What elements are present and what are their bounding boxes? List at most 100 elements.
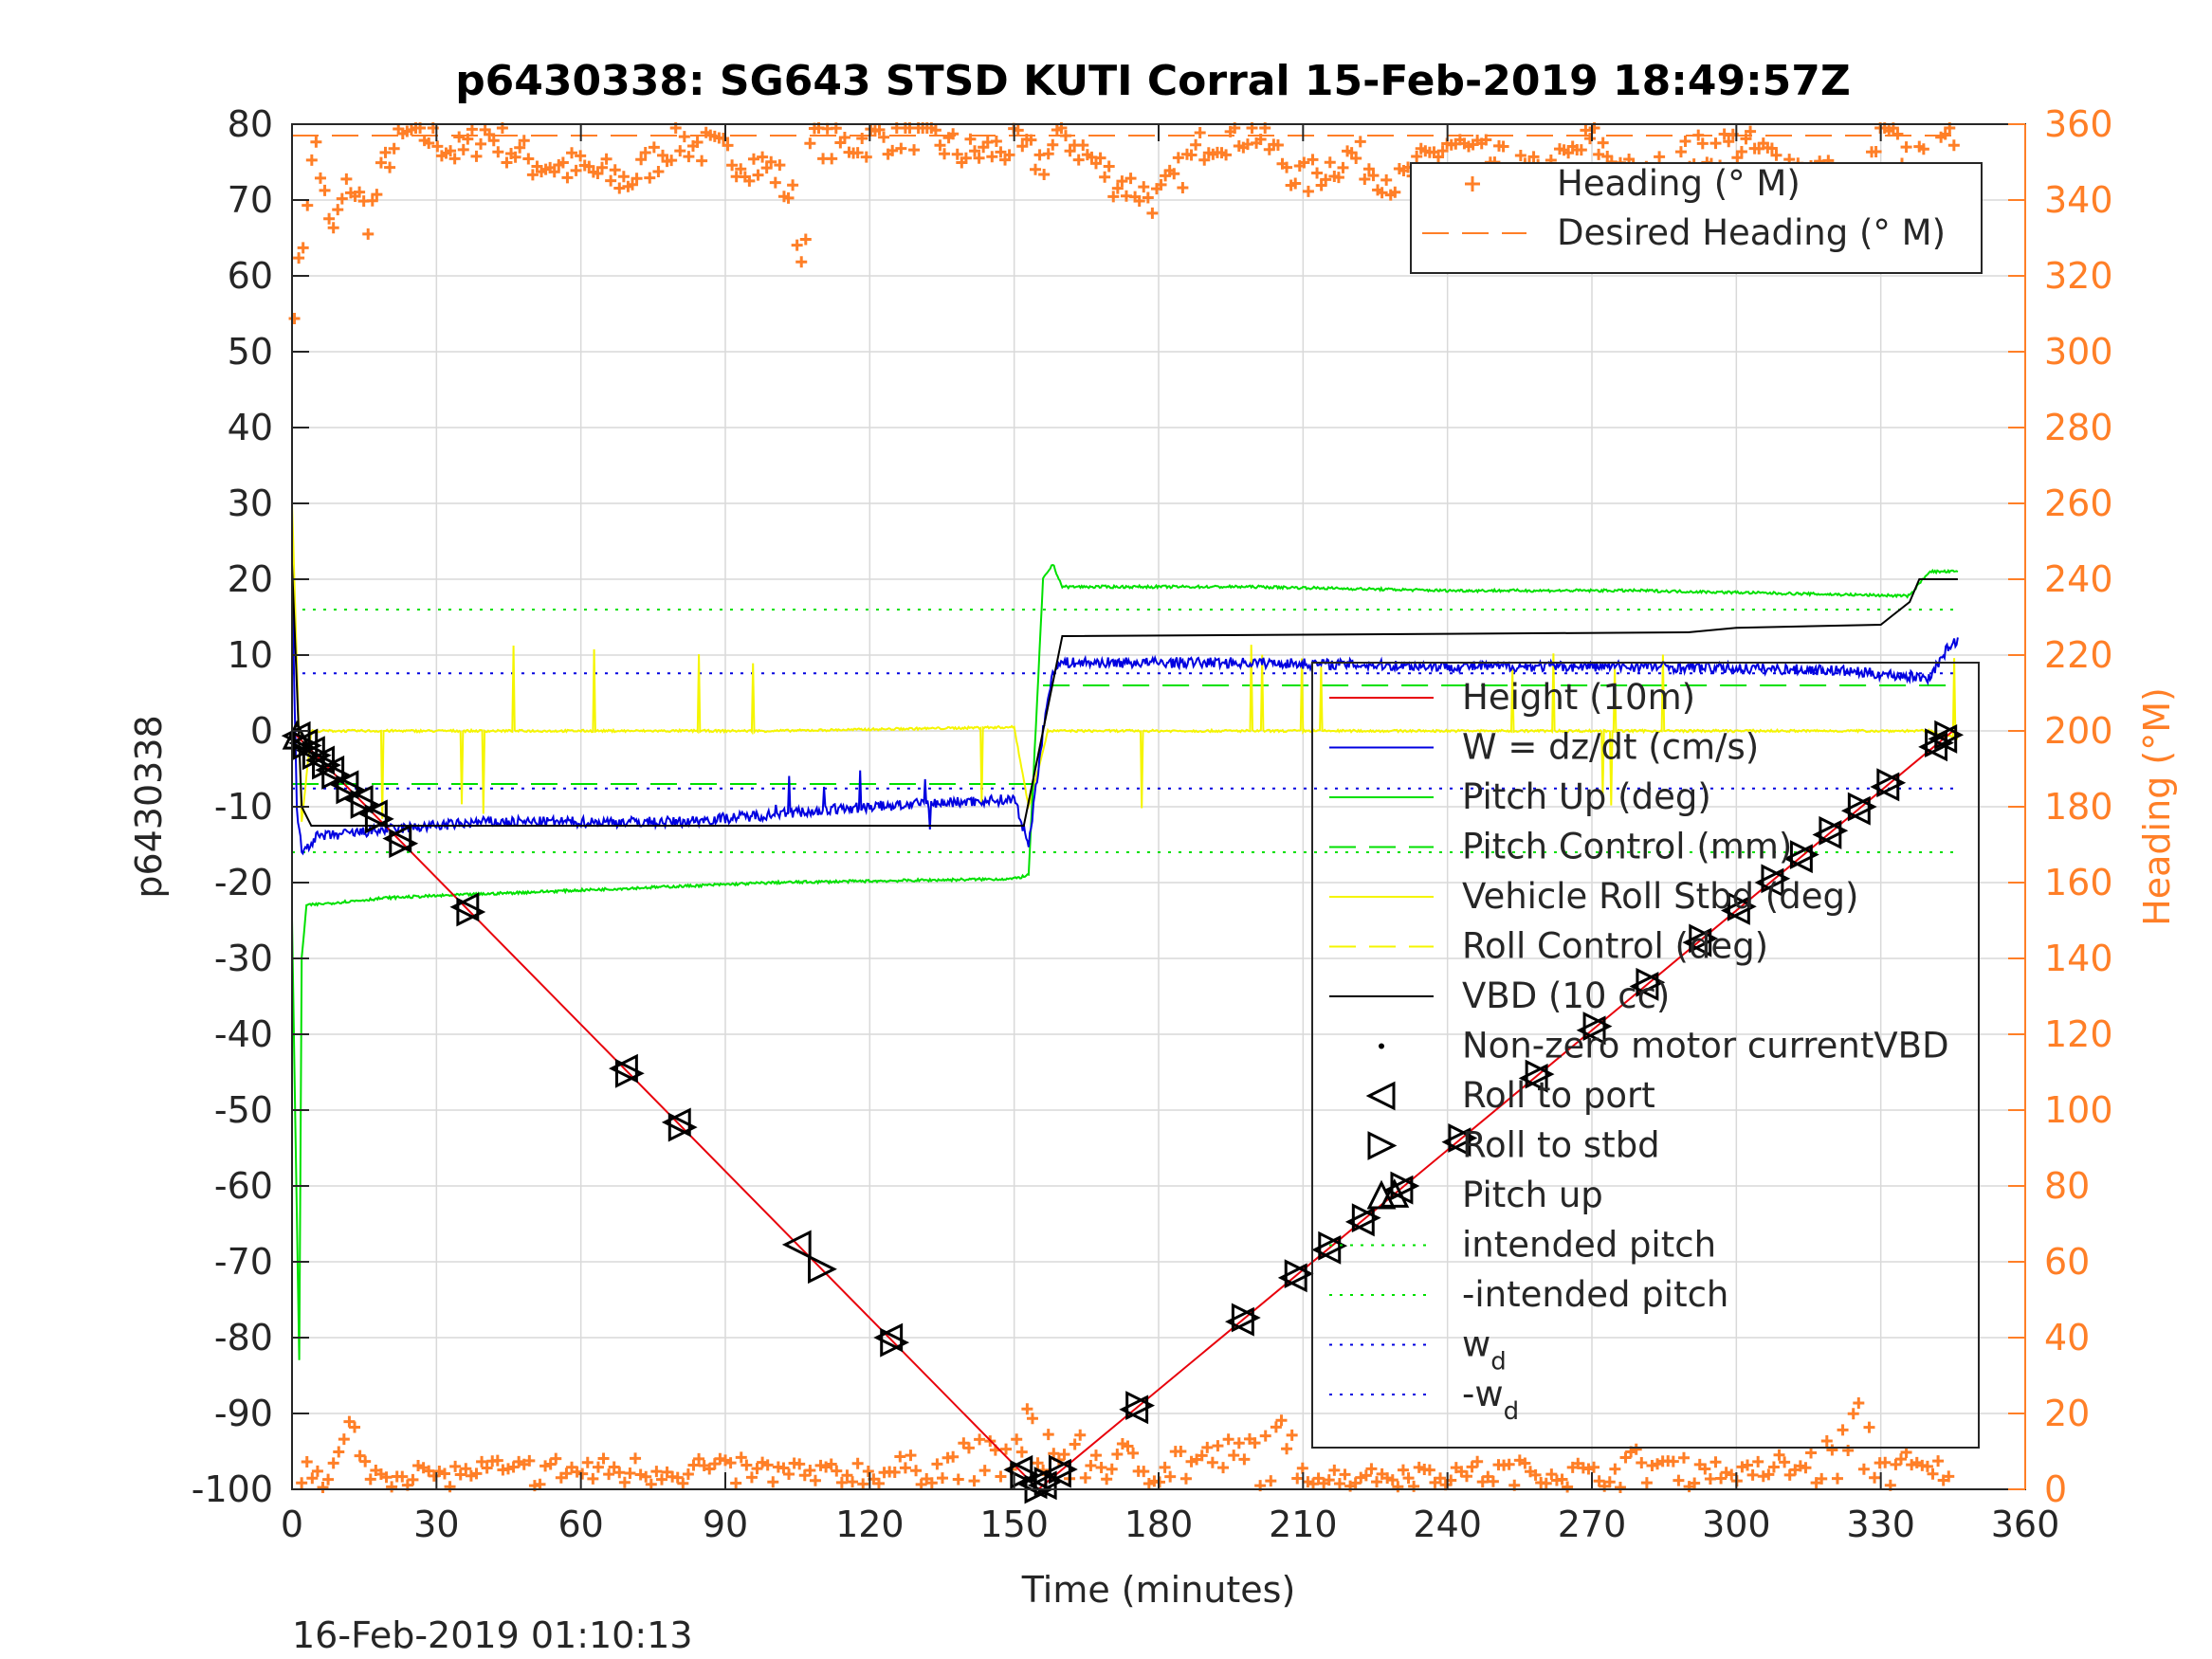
- y-tick-label: -90: [214, 1393, 273, 1434]
- roll-stbd-marker: [1010, 1460, 1040, 1489]
- heading-point: [1030, 163, 1042, 175]
- heading-point: [1736, 1461, 1748, 1473]
- heading-point: [1127, 1447, 1140, 1459]
- y-tick-label: 30: [228, 483, 273, 524]
- legend-marker: [1379, 1043, 1384, 1049]
- heading-point: [1742, 1459, 1754, 1471]
- y-tick-label: 80: [228, 103, 273, 145]
- roll-port-marker: [609, 1053, 638, 1084]
- heading-point: [986, 151, 998, 163]
- legend-heading-box: [1410, 162, 1983, 274]
- heading-point: [624, 1468, 636, 1480]
- heading-point: [1562, 1481, 1574, 1493]
- legend-label: VBD (10 cc): [1462, 975, 1670, 1016]
- heading-point: [1058, 1449, 1070, 1461]
- heading-point: [1842, 1445, 1855, 1457]
- roll-stbd-marker: [1318, 1231, 1348, 1261]
- heading-point: [648, 141, 660, 154]
- heading-point: [1800, 1462, 1812, 1474]
- roll-port-marker: [295, 736, 325, 766]
- heading-point: [1435, 1472, 1447, 1485]
- heading-point: [1042, 148, 1054, 160]
- y-tick-label: -40: [214, 1013, 273, 1055]
- heading-point: [1228, 1449, 1240, 1462]
- roll-stbd-marker: [1048, 1454, 1078, 1485]
- roll-stbd-marker: [1125, 1391, 1156, 1421]
- y2-tick-label: 220: [2044, 634, 2113, 676]
- heading-point: [1597, 137, 1609, 149]
- heading-point: [592, 168, 604, 180]
- heading-point: [726, 159, 739, 172]
- heading-point: [1820, 1434, 1833, 1447]
- y2-tick-label: 0: [2044, 1468, 2067, 1510]
- heading-point: [677, 1477, 689, 1489]
- heading-point: [1220, 149, 1233, 161]
- heading-point: [453, 131, 466, 143]
- heading-point: [1307, 1478, 1319, 1490]
- heading-point: [1773, 1449, 1785, 1461]
- roll-stbd-marker: [302, 740, 332, 771]
- y-tick-label: -20: [214, 862, 273, 903]
- heading-point: [1116, 1438, 1128, 1450]
- heading-point: [757, 151, 769, 163]
- heading-point: [1745, 125, 1757, 137]
- heading-point: [795, 256, 808, 268]
- heading-point: [635, 154, 648, 166]
- y2-tick-label: 260: [2044, 483, 2113, 524]
- data-series: [291, 503, 1959, 1491]
- heading-point: [1311, 167, 1324, 179]
- heading-point: [379, 146, 392, 158]
- x-tick-label: 270: [1558, 1504, 1627, 1545]
- heading-point: [899, 1462, 911, 1474]
- heading-point: [1354, 136, 1366, 148]
- heading-point: [1556, 1473, 1568, 1486]
- heading-point: [1767, 1461, 1780, 1473]
- heading-point: [639, 146, 651, 158]
- heading-point: [1514, 150, 1526, 162]
- x-tick-label: 360: [1991, 1504, 2060, 1545]
- x-tick-label: 120: [835, 1504, 905, 1545]
- legend-main-box: [1311, 662, 1980, 1449]
- heading-point: [1593, 148, 1605, 160]
- heading-point: [1863, 1421, 1875, 1433]
- y-tick-label: 0: [250, 710, 273, 752]
- heading-point: [1588, 1461, 1600, 1473]
- heading-point: [1380, 173, 1393, 186]
- heading-point: [1487, 1475, 1499, 1487]
- heading-point: [1233, 1437, 1245, 1449]
- heading-point: [380, 1471, 393, 1484]
- y-tick-label: 70: [228, 179, 273, 221]
- heading-point: [465, 1469, 477, 1482]
- heading-point: [814, 1459, 827, 1471]
- heading-point: [1047, 138, 1059, 151]
- y2-tick-label: 340: [2044, 179, 2113, 221]
- heading-point: [969, 145, 981, 157]
- heading-point: [1575, 144, 1587, 156]
- heading-point: [761, 1459, 774, 1471]
- legend-label: Height (10m): [1462, 677, 1695, 718]
- heading-point: [1320, 173, 1332, 186]
- heading-point: [735, 163, 747, 175]
- roll-port-marker: [329, 770, 359, 800]
- heading-point: [1677, 1451, 1690, 1464]
- y2-tick-label: 280: [2044, 407, 2113, 448]
- heading-point: [640, 1470, 652, 1483]
- heading-point: [1349, 1477, 1362, 1489]
- heading-point: [1315, 179, 1327, 191]
- legend-label: -intended pitch: [1462, 1274, 1728, 1315]
- heading-point: [655, 1473, 667, 1486]
- heading-point: [617, 171, 630, 183]
- heading-point: [1783, 1468, 1796, 1481]
- heading-point: [937, 1472, 949, 1485]
- heading-point: [1497, 140, 1509, 153]
- heading-point: [1291, 1472, 1304, 1485]
- heading-point: [605, 174, 617, 187]
- heading-point: [895, 142, 907, 155]
- heading-point: [644, 172, 656, 184]
- heading-point: [878, 131, 890, 143]
- heading-point: [968, 1475, 980, 1487]
- roll-stbd-marker: [1876, 768, 1907, 798]
- heading-point: [1837, 1424, 1849, 1436]
- heading-point: [678, 131, 690, 143]
- heading-point: [760, 162, 773, 174]
